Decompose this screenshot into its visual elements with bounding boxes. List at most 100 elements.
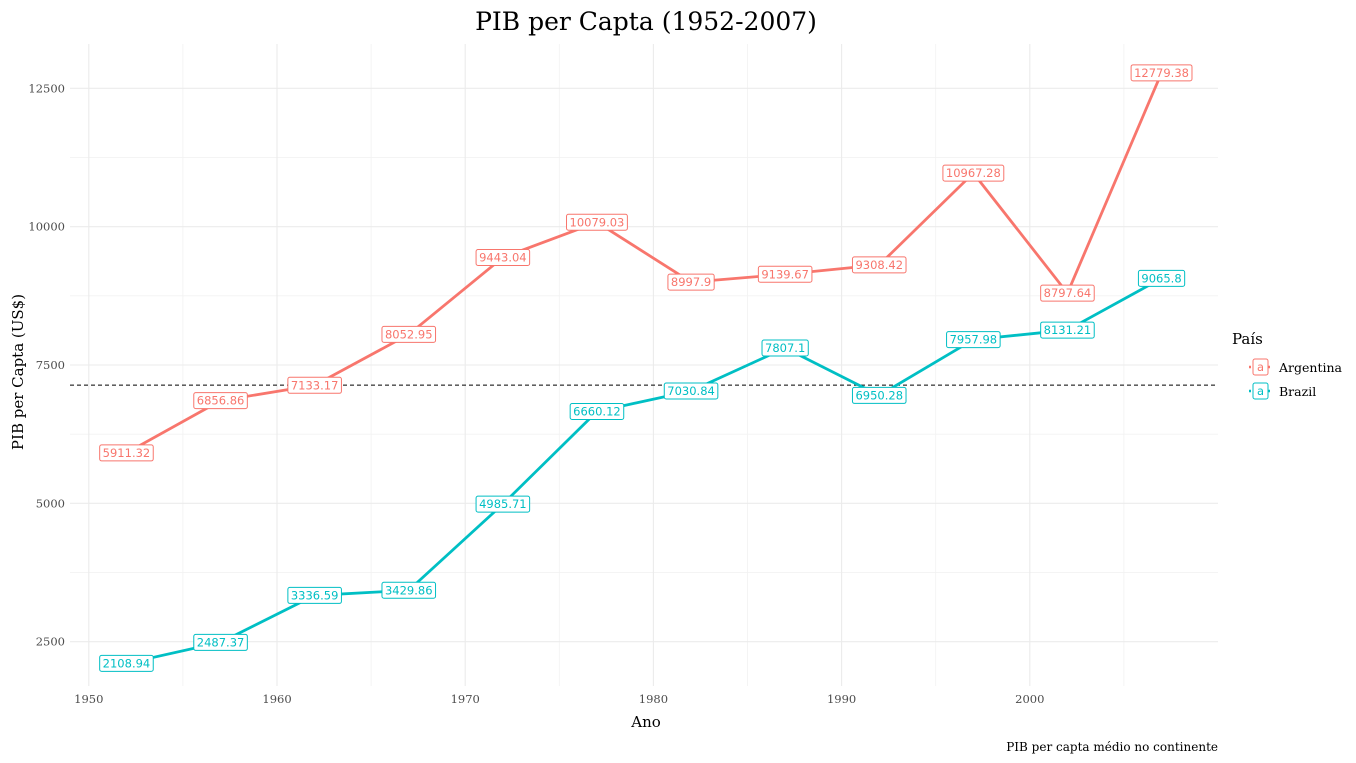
- data-label-box: [475, 495, 531, 513]
- data-label-brazil: 6950.28: [851, 386, 907, 404]
- series-line-brazil: [126, 277, 1163, 665]
- data-label-box: [193, 633, 248, 651]
- data-label-argentina: 7133.17: [287, 376, 342, 394]
- data-label-text: 9139.67: [761, 267, 809, 281]
- data-label-text: 8052.95: [385, 327, 433, 341]
- data-label-box: [287, 586, 342, 604]
- data-label-text: 12779.38: [1134, 66, 1189, 80]
- data-label-box: [381, 581, 437, 599]
- data-label-argentina: 8997.9: [667, 273, 715, 291]
- data-label-text: 9443.04: [479, 250, 527, 264]
- legend-title: País: [1232, 330, 1263, 348]
- data-label-text: 9065.8: [1141, 271, 1181, 285]
- legend-label: Brazil: [1279, 384, 1316, 399]
- data-label-argentina: 8052.95: [381, 325, 437, 343]
- data-label-box: [851, 386, 907, 404]
- data-label-text: 7957.98: [950, 333, 998, 347]
- y-tick-label: 5000: [36, 496, 65, 510]
- data-label-text: 8797.64: [1044, 286, 1092, 300]
- data-label-text: 9308.42: [855, 258, 903, 272]
- data-label-box: [757, 265, 813, 283]
- data-label-argentina: 9139.67: [757, 265, 813, 283]
- legend-items: a Argentina a Brazil: [1249, 358, 1343, 400]
- data-label-argentina: 6856.86: [193, 392, 248, 410]
- data-label-text: 4985.71: [479, 497, 527, 511]
- data-label-brazil: 6660.12: [569, 402, 625, 420]
- data-label-box: [566, 213, 628, 231]
- data-label-text: 3336.59: [291, 588, 339, 602]
- data-label-box: [99, 444, 154, 462]
- data-label-brazil: 8131.21: [1040, 321, 1095, 339]
- data-label-box: [761, 339, 809, 357]
- y-axis-title: PIB per Capta (US$): [9, 294, 27, 450]
- series-line-argentina: [125, 72, 1163, 455]
- chart-title: PIB per Capta (1952-2007): [475, 7, 817, 36]
- data-label-argentina: 9443.04: [475, 248, 531, 266]
- x-tick-label: 1980: [639, 692, 668, 706]
- chart-caption: PIB per capta médio no continente: [1006, 740, 1218, 754]
- data-label-box: [381, 325, 437, 343]
- data-label-text: 10967.28: [946, 166, 1001, 180]
- data-label-brazil: 3336.59: [287, 586, 342, 604]
- x-tick-label: 2000: [1015, 692, 1044, 706]
- x-axis-title: Ano: [630, 713, 661, 731]
- data-label-brazil: 7957.98: [946, 331, 1001, 349]
- data-label-argentina: 5911.32: [99, 444, 154, 462]
- y-tick-label: 7500: [36, 358, 65, 372]
- data-label-text: 3429.86: [385, 583, 433, 597]
- data-label-box: [1040, 284, 1095, 302]
- data-label-box: [193, 392, 248, 410]
- legend-key-box: [1252, 358, 1269, 376]
- data-label-brazil: 2487.37: [193, 633, 248, 651]
- x-axis-ticks: 1950 1960 1970 1980 1990 2000: [74, 692, 1044, 706]
- data-label-box: [475, 248, 531, 266]
- data-label-brazil: 2108.94: [99, 654, 154, 672]
- x-tick-label: 1950: [74, 692, 103, 706]
- x-tick-label: 1970: [451, 692, 480, 706]
- data-label-box: [1130, 64, 1193, 82]
- data-label-text: 8131.21: [1044, 323, 1092, 337]
- y-tick-label: 10000: [28, 220, 65, 234]
- y-axis-ticks: 2500 5000 7500 10000 12500: [28, 81, 65, 648]
- data-label-argentina: 10967.28: [942, 164, 1005, 182]
- legend-key-glyph: a: [1257, 360, 1264, 374]
- x-tick-label: 1960: [262, 692, 291, 706]
- y-tick-label: 12500: [28, 81, 65, 95]
- data-label-box: [99, 654, 154, 672]
- data-label-text: 2108.94: [103, 656, 151, 670]
- data-label-brazil: 7030.84: [663, 382, 719, 400]
- data-label-argentina: 9308.42: [851, 256, 907, 274]
- data-label-text: 2487.37: [197, 635, 245, 649]
- data-label-text: 10079.03: [570, 215, 625, 229]
- data-label-box: [663, 382, 719, 400]
- data-label-argentina: 10079.03: [566, 213, 628, 231]
- legend-item-argentina: a Argentina: [1249, 358, 1343, 376]
- data-label-text: 6660.12: [573, 404, 621, 418]
- data-label-box: [569, 402, 625, 420]
- data-label-text: 6950.28: [855, 388, 903, 402]
- data-label-box: [946, 331, 1001, 349]
- legend-item-brazil: a Brazil: [1249, 382, 1316, 400]
- data-label-argentina: 8797.64: [1040, 284, 1095, 302]
- major-gridlines: [70, 44, 1218, 686]
- y-tick-label: 2500: [36, 635, 65, 649]
- series-lines: [125, 72, 1163, 665]
- x-tick-label: 1990: [827, 692, 856, 706]
- data-label-box: [1040, 321, 1095, 339]
- data-label-box: [667, 273, 715, 291]
- data-label-text: 6856.86: [197, 394, 245, 408]
- data-label-box: [851, 256, 907, 274]
- legend: País a Argentina a Brazil: [1232, 330, 1343, 400]
- data-label-brazil: 9065.8: [1137, 269, 1186, 287]
- data-label-argentina: 12779.38: [1130, 64, 1193, 82]
- data-label-text: 5911.32: [103, 446, 151, 460]
- data-label-text: 7133.17: [291, 378, 339, 392]
- data-label-text: 7030.84: [667, 384, 715, 398]
- data-label-brazil: 4985.71: [475, 495, 531, 513]
- data-label-brazil: 7807.1: [761, 339, 809, 357]
- data-label-text: 7807.1: [765, 341, 805, 355]
- data-label-brazil: 3429.86: [381, 581, 437, 599]
- legend-key-box: [1252, 382, 1269, 400]
- legend-label: Argentina: [1278, 360, 1343, 375]
